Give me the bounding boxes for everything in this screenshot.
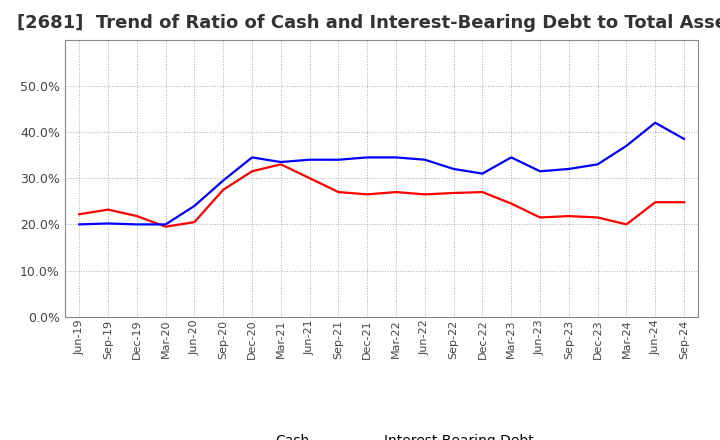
Legend: Cash, Interest-Bearing Debt: Cash, Interest-Bearing Debt <box>225 429 539 440</box>
Title: [2681]  Trend of Ratio of Cash and Interest-Bearing Debt to Total Assets: [2681] Trend of Ratio of Cash and Intere… <box>17 15 720 33</box>
